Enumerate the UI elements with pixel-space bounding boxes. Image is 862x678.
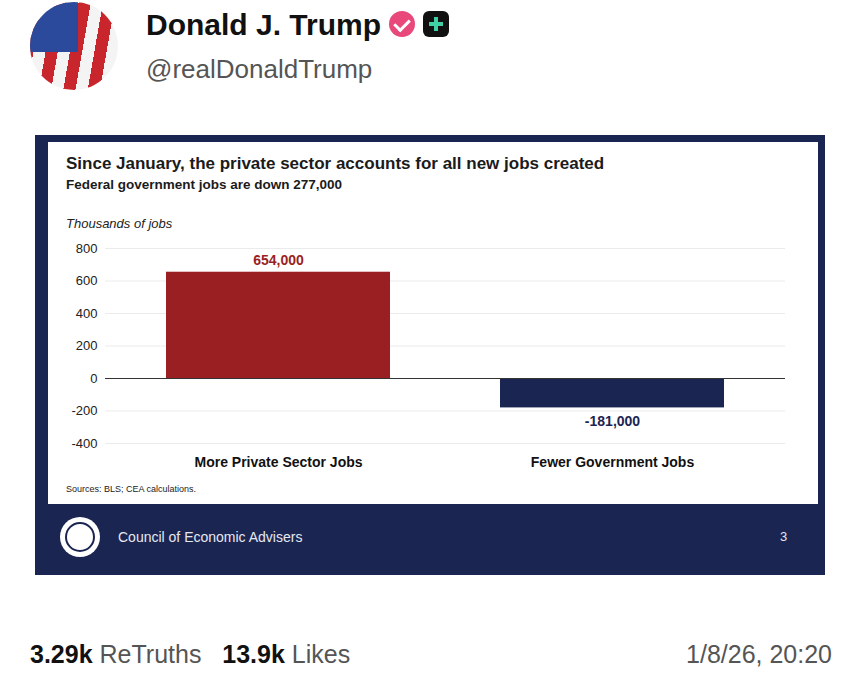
svg-text:More Private Sector Jobs: More Private Sector Jobs [194,454,362,470]
html-text:Thousands of jobs: Thousands of jobs [66,216,173,231]
html-text:@realDonaldTrump: @realDonaldTrump [146,54,373,84]
html-text:Donald J. Trump: Donald J. Trump [146,8,381,41]
html-text:1/8/26, 20:20: 1/8/26, 20:20 [686,640,832,668]
html-text:13.9k Likes: 13.9k Likes [222,640,351,668]
html-text:Federal government jobs are do: Federal government jobs are down 277,000 [66,177,343,192]
svg-text:800: 800 [76,241,98,256]
svg-text:0: 0 [90,371,97,386]
html-text:Since January, the private sec: Since January, the private sector accoun… [66,154,605,173]
html-text:3: 3 [780,529,788,544]
svg-text:-400: -400 [71,436,97,451]
html-text:Council of Economic Advisers: Council of Economic Advisers [118,529,303,545]
svg-text:654,000: 654,000 [253,252,304,268]
svg-text:-181,000: -181,000 [585,413,640,429]
svg-text:Fewer Government Jobs: Fewer Government Jobs [531,454,695,470]
svg-text:600: 600 [76,273,98,288]
html-text:Sources: BLS; CEA calculations: Sources: BLS; CEA calculations. [66,484,197,494]
svg-text:-200: -200 [71,403,97,418]
html-text:3.29k ReTruths: 3.29k ReTruths [30,640,202,668]
svg-text:200: 200 [76,338,98,353]
svg-text:400: 400 [76,306,98,321]
